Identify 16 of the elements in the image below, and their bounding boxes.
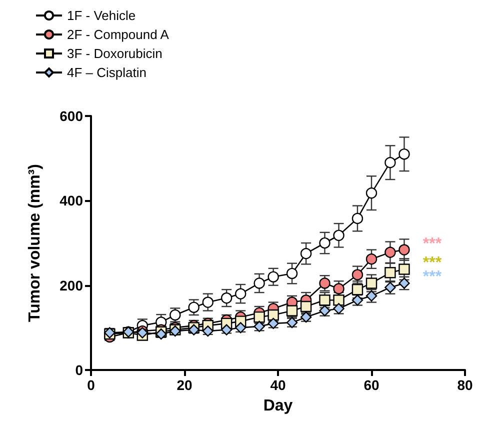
y-tick-label: 0	[75, 362, 84, 378]
x-tick-label: 0	[87, 377, 96, 393]
legend-label: 3F - Doxorubicin	[67, 46, 162, 61]
x-tick-label: 20	[176, 377, 192, 393]
x-tick-label: 40	[270, 377, 286, 393]
y-axis-title: Tumor volume (mm³)	[26, 164, 44, 322]
y-tick-label: 200	[60, 277, 84, 294]
legend-label: 1F - Vehicle	[67, 8, 136, 23]
legend-label: 2F - Compound A	[67, 27, 170, 42]
legend-label: 4F – Cisplatin	[67, 65, 146, 80]
x-tick-label: 80	[457, 377, 473, 393]
x-axis-title: Day	[263, 398, 293, 414]
y-tick-label: 600	[60, 108, 84, 124]
x-tick-label: 60	[364, 377, 380, 393]
y-tick-label: 400	[60, 192, 84, 209]
annotation: ***	[422, 235, 442, 252]
